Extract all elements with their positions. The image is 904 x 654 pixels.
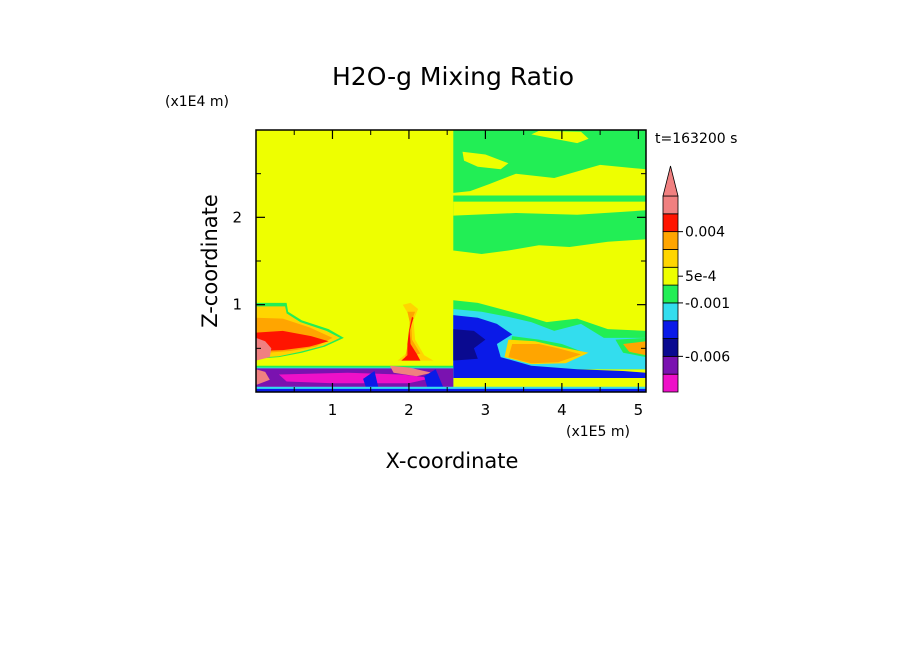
contour-region-29 xyxy=(363,371,379,391)
contour-region-15 xyxy=(453,309,646,370)
contour-regions xyxy=(256,130,646,392)
contour-region-3 xyxy=(453,201,646,216)
colorbar-band xyxy=(662,302,679,322)
colorbar-label: -0.001 xyxy=(685,296,730,312)
y-ticks: 12 xyxy=(232,173,646,349)
x-tick-label: 2 xyxy=(404,401,414,419)
x-axis-label: X-coordinate xyxy=(386,449,519,473)
x-tick-label: 1 xyxy=(328,401,338,419)
contour-region-32 xyxy=(256,388,646,392)
x-tick-label: 3 xyxy=(481,401,491,419)
contour-region-28 xyxy=(389,365,432,377)
contour-region-5 xyxy=(531,130,589,144)
colorbar-band xyxy=(662,213,679,233)
x-ticks: 1 2 3 4 5 xyxy=(293,130,644,419)
colorbar-band xyxy=(662,338,679,357)
contour-region-22 xyxy=(623,341,646,356)
chart-title: H2O-g Mixing Ratio xyxy=(332,62,574,91)
x-tick-label: 5 xyxy=(634,401,644,419)
colorbar-label: 0.004 xyxy=(685,225,725,241)
colorbar-band xyxy=(662,284,679,304)
contour-region-26 xyxy=(278,372,432,384)
y-tick-label: 1 xyxy=(232,296,242,314)
contour-region-13 xyxy=(401,316,421,361)
time-label: t=163200 s xyxy=(655,131,737,147)
contour-region-30 xyxy=(424,369,444,391)
colorbar: -0.006 -0.001 5e-4 0.004 xyxy=(662,165,730,393)
y-axis-unit: (x1E4 m) xyxy=(165,94,229,110)
colorbar-band xyxy=(662,320,679,339)
colorbar-label: -0.006 xyxy=(685,349,730,365)
contour-region-17 xyxy=(453,329,486,361)
colorbar-band xyxy=(662,231,679,250)
colorbar-band xyxy=(662,373,679,393)
colorbar-extension xyxy=(662,165,679,197)
contour-region-16 xyxy=(453,315,646,378)
y-tick-label: 2 xyxy=(232,208,242,226)
contour-region-4 xyxy=(462,151,509,170)
colorbar-label: 5e-4 xyxy=(685,269,717,285)
x-tick-label: 4 xyxy=(557,401,567,419)
contour-region-9 xyxy=(256,330,329,351)
x-axis-unit: (x1E5 m) xyxy=(566,424,630,440)
colorbar-band xyxy=(662,266,679,286)
y-axis-label: Z-coordinate xyxy=(198,194,222,328)
contour-region-27 xyxy=(256,369,270,385)
colorbar-band xyxy=(662,249,679,268)
colorbar-band xyxy=(662,195,679,215)
colorbar-band xyxy=(662,355,679,375)
contour-region-10 xyxy=(256,337,272,361)
contour-region-20 xyxy=(508,344,581,364)
contour-region-1 xyxy=(453,130,646,193)
